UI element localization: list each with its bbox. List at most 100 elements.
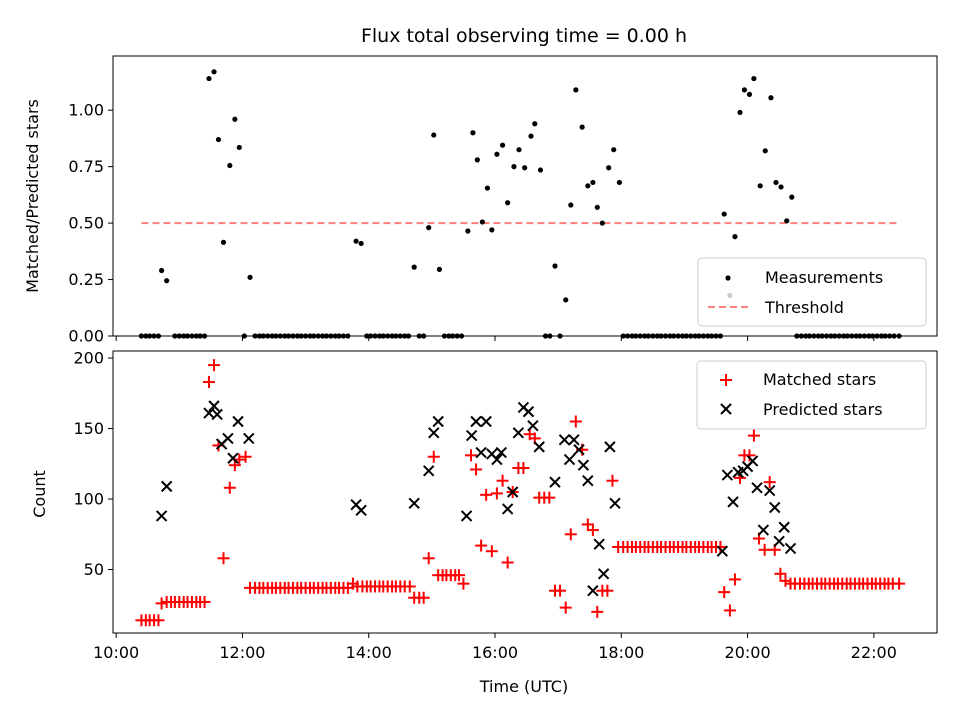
legend-label-matched-stars: Matched stars: [763, 370, 876, 389]
predicted-star-point: [769, 501, 781, 514]
predicted-star-point: [495, 446, 508, 459]
matched-star-point: [893, 577, 906, 590]
predicted-star-point: [480, 415, 492, 428]
predicted-star-point: [211, 408, 223, 421]
matched-star-point: [543, 491, 556, 504]
predicted-star-point: [746, 455, 759, 467]
predicted-star-point: [506, 486, 519, 498]
measurement-point: [159, 267, 165, 274]
top-y-axis-ticks: 0.00 0.25 0.50 0.75 1.00: [68, 101, 113, 346]
matched-star-point: [465, 449, 478, 462]
predicted-star-point: [243, 432, 255, 445]
measurement-point: [227, 162, 233, 169]
matched-star-point: [475, 539, 488, 552]
measurement-point: [220, 239, 227, 245]
predicted-star-point: [491, 453, 503, 466]
matched-star-point: [453, 569, 466, 582]
measurement-point: [479, 219, 485, 225]
matched-star-point: [774, 567, 787, 580]
measurement-point: [494, 151, 500, 157]
predicted-star-point: [408, 497, 420, 509]
matched-star-point: [517, 462, 530, 475]
measurement-point: [563, 297, 569, 303]
predicted-star-point: [460, 510, 473, 522]
matched-star-point: [723, 604, 736, 617]
matched-star-point: [457, 577, 470, 590]
predicted-star-point: [593, 538, 605, 550]
matched-star-point: [480, 488, 493, 501]
measurement-point: [532, 121, 538, 127]
measurement-point: [426, 225, 432, 231]
measurement-point: [573, 87, 579, 93]
predicted-star-point: [778, 521, 790, 533]
measurement-point: [616, 179, 622, 186]
measurement-point: [474, 157, 480, 163]
predicted-star-point: [577, 459, 590, 471]
matched-star-point: [758, 543, 771, 556]
predicted-star-point: [549, 476, 561, 488]
top-y-tick-label: 1.00: [68, 101, 104, 120]
legend-label-measurements: Measurements: [765, 268, 883, 287]
measurement-point: [611, 147, 617, 153]
matched-star-point: [779, 574, 792, 587]
measurement-point: [516, 147, 522, 153]
bottom-x-tick-label: 18:00: [598, 643, 644, 662]
bottom-legend-box: [696, 360, 927, 430]
bottom-plot-frame: [112, 350, 938, 634]
measurement-point: [499, 142, 506, 148]
predicted-star-point: [527, 420, 539, 432]
bottom-x-tick-label: 14:00: [346, 643, 392, 662]
legend-marker-predicted-stars: [720, 403, 732, 415]
predicted-star-point: [470, 415, 482, 428]
top-y-tick-label: 0.50: [68, 214, 104, 233]
measurement-point: [768, 95, 774, 101]
matched-star-point: [152, 614, 165, 627]
matched-star-point: [564, 528, 577, 541]
predicted-star-point: [751, 482, 763, 494]
matched-star-point: [417, 591, 430, 604]
matched-star-point: [581, 518, 594, 531]
matched-star-point: [501, 556, 514, 569]
top-y-tick-label: 0.00: [68, 327, 104, 346]
matched-star-point: [223, 481, 236, 494]
matched-star-point: [586, 524, 599, 537]
matched-star-point: [470, 463, 483, 476]
bottom-y-tick-label: 200: [73, 349, 104, 368]
predicted-star-point: [757, 524, 770, 536]
measurement-point: [206, 75, 212, 82]
predicted-star-point: [773, 535, 785, 548]
predicted-star-point: [501, 503, 514, 515]
predicted-star-point: [522, 405, 535, 418]
matched-star-point: [155, 597, 168, 610]
bottom-x-tick-label: 12:00: [219, 643, 265, 662]
bottom-x-tick-label: 22:00: [851, 643, 897, 662]
measurement-point: [522, 165, 528, 171]
measurement-point: [511, 164, 517, 170]
measurement-point: [211, 69, 217, 75]
top-plot-frame: [112, 55, 938, 337]
predicted-star-point: [716, 545, 729, 557]
bottom-x-axis-label: Time (UTC): [479, 677, 568, 696]
measurement-point: [741, 87, 748, 93]
predicted-star-point: [558, 434, 571, 446]
bottom-y-axis-ticks: 50 100 150 200: [73, 349, 113, 579]
matched-star-point: [239, 450, 252, 463]
measurement-point: [236, 144, 242, 151]
measurement-point: [528, 133, 534, 139]
bottom-x-tick-label: 16:00: [472, 643, 518, 662]
measurement-point: [585, 183, 591, 189]
top-y-tick-label: 0.75: [68, 157, 104, 176]
measurement-point: [358, 240, 364, 247]
measurement-point: [606, 165, 612, 171]
matched-star-point: [485, 545, 498, 558]
top-plot-panel: 0.00 0.25 0.50 0.75 1.00 Matched/Predicted s…: [23, 55, 938, 346]
measurement-point: [590, 179, 596, 186]
measurement-point: [164, 278, 170, 284]
measurement-point: [484, 185, 491, 191]
measurement-point: [552, 263, 558, 269]
matched-star-point: [559, 601, 572, 614]
matched-star-point: [217, 552, 230, 565]
predicted-star-point: [784, 542, 797, 555]
matched-star-point: [606, 474, 619, 487]
